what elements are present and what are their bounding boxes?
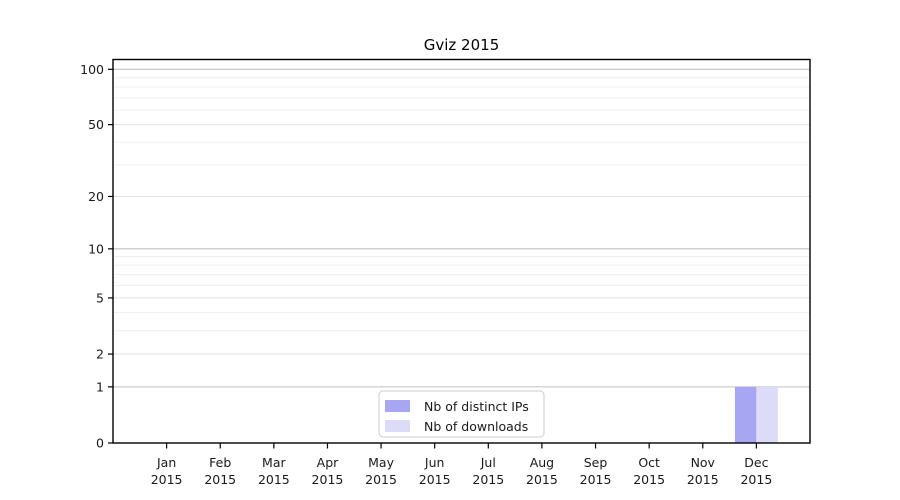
x-tick-label-year: 2015 bbox=[633, 472, 665, 487]
x-tick-label-year: 2015 bbox=[365, 472, 397, 487]
x-tick-label-month: Jul bbox=[480, 455, 496, 470]
chart-title: Gviz 2015 bbox=[423, 36, 500, 54]
x-tick-label-month: May bbox=[368, 455, 394, 470]
x-tick-label-month: Feb bbox=[209, 455, 231, 470]
x-tick-label-year: 2015 bbox=[740, 472, 772, 487]
x-tick-label-month: Dec bbox=[744, 455, 768, 470]
x-tick-label-year: 2015 bbox=[151, 472, 183, 487]
y-tick-label: 5 bbox=[96, 290, 104, 305]
legend-swatch-2 bbox=[385, 420, 410, 432]
x-tick-label-year: 2015 bbox=[258, 472, 290, 487]
x-tick-label-year: 2015 bbox=[312, 472, 344, 487]
x-tick-label-month: Mar bbox=[262, 455, 286, 470]
x-tick-label-year: 2015 bbox=[526, 472, 558, 487]
legend-label-1: Nb of distinct IPs bbox=[424, 399, 529, 414]
x-tick-label-year: 2015 bbox=[687, 472, 719, 487]
y-tick-label: 50 bbox=[88, 117, 104, 132]
x-tick-label-month: Jun bbox=[424, 455, 445, 470]
x-tick-label-year: 2015 bbox=[472, 472, 504, 487]
y-tick-label: 100 bbox=[80, 62, 104, 77]
plot-frame bbox=[112, 58, 811, 444]
legend-label-2: Nb of downloads bbox=[424, 419, 528, 434]
bar-nb-of-downloads bbox=[756, 386, 778, 443]
y-tick-label: 0 bbox=[96, 436, 104, 451]
x-tick-label-year: 2015 bbox=[580, 472, 612, 487]
x-tick-label-month: Apr bbox=[317, 455, 339, 470]
x-tick-label-month: Jan bbox=[156, 455, 176, 470]
x-tick-label-year: 2015 bbox=[204, 472, 236, 487]
y-tick-label: 10 bbox=[88, 241, 104, 256]
y-tick-label: 2 bbox=[96, 347, 104, 362]
x-tick-label-month: Aug bbox=[530, 455, 554, 470]
x-tick-label-month: Nov bbox=[691, 455, 716, 470]
x-tick-label-year: 2015 bbox=[419, 472, 451, 487]
y-tick-label: 20 bbox=[88, 189, 104, 204]
bar-nb-of-distinct-ips bbox=[734, 386, 757, 443]
x-tick-label-month: Sep bbox=[584, 455, 608, 470]
legend-box bbox=[378, 390, 545, 438]
y-tick-label: 1 bbox=[96, 379, 104, 394]
x-tick-label-month: Oct bbox=[638, 455, 660, 470]
legend-swatch-1 bbox=[385, 400, 410, 412]
